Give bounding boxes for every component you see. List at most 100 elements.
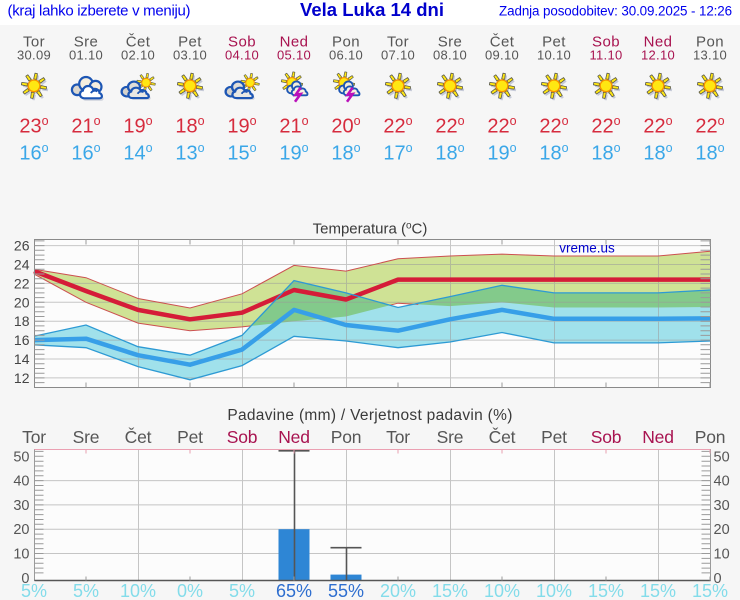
svg-text:23o: 23o: [19, 114, 48, 138]
svg-text:01.10: 01.10: [69, 48, 103, 63]
svg-text:Tor: Tor: [386, 427, 410, 447]
svg-text:30: 30: [714, 498, 730, 514]
svg-text:22o: 22o: [539, 114, 568, 138]
svg-text:11.10: 11.10: [589, 48, 622, 63]
svg-text:30: 30: [13, 498, 29, 514]
svg-text:22o: 22o: [383, 114, 412, 138]
svg-text:Čet: Čet: [489, 426, 516, 447]
svg-text:10%: 10%: [120, 581, 156, 600]
svg-text:19o: 19o: [279, 141, 308, 165]
svg-text:Pon: Pon: [331, 427, 362, 447]
svg-text:18o: 18o: [591, 141, 620, 165]
svg-text:Padavine (mm) / Verjetnost pad: Padavine (mm) / Verjetnost padavin (%): [227, 407, 512, 424]
svg-text:5%: 5%: [21, 581, 47, 600]
svg-text:18o: 18o: [331, 141, 360, 165]
svg-text:10%: 10%: [484, 581, 520, 600]
svg-text:0: 0: [21, 571, 29, 587]
svg-text:21o: 21o: [71, 114, 100, 138]
svg-text:10%: 10%: [536, 581, 572, 600]
svg-text:22o: 22o: [695, 114, 724, 138]
svg-text:03.10: 03.10: [173, 48, 207, 63]
svg-text:Pon: Pon: [696, 34, 724, 51]
svg-text:15%: 15%: [692, 581, 728, 600]
svg-text:40: 40: [13, 474, 29, 490]
svg-text:16o: 16o: [71, 141, 100, 165]
svg-text:Pon: Pon: [332, 34, 360, 51]
svg-text:16o: 16o: [19, 141, 48, 165]
svg-text:10.10: 10.10: [537, 48, 571, 63]
svg-text:20: 20: [14, 294, 30, 310]
svg-text:18o: 18o: [695, 141, 724, 165]
svg-text:24: 24: [14, 257, 30, 273]
svg-text:19o: 19o: [123, 114, 152, 138]
svg-text:26: 26: [14, 238, 30, 254]
svg-text:Pet: Pet: [177, 427, 203, 447]
svg-text:Sob: Sob: [592, 34, 620, 51]
svg-text:22o: 22o: [591, 114, 620, 138]
svg-text:Sre: Sre: [437, 427, 464, 447]
svg-text:Čet: Čet: [126, 34, 151, 51]
svg-text:17o: 17o: [383, 141, 412, 165]
svg-text:5%: 5%: [73, 581, 99, 600]
svg-text:02.10: 02.10: [121, 48, 155, 63]
svg-text:22o: 22o: [643, 114, 672, 138]
svg-text:09.10: 09.10: [485, 48, 519, 63]
svg-text:15o: 15o: [227, 141, 256, 165]
svg-text:Temperatura (oC): Temperatura (oC): [313, 221, 428, 238]
svg-text:Sre: Sre: [438, 34, 463, 51]
svg-text:20o: 20o: [331, 114, 360, 138]
svg-text:08.10: 08.10: [433, 48, 467, 63]
svg-text:vreme.us: vreme.us: [559, 241, 615, 256]
svg-text:Čet: Čet: [125, 426, 152, 447]
svg-text:Sob: Sob: [591, 427, 622, 447]
svg-text:13.10: 13.10: [693, 48, 727, 63]
svg-text:50: 50: [13, 449, 29, 465]
svg-text:Sre: Sre: [73, 427, 100, 447]
svg-text:20: 20: [714, 522, 730, 538]
svg-text:Pon: Pon: [695, 427, 726, 447]
svg-text:Sre: Sre: [74, 34, 99, 51]
svg-text:55%: 55%: [328, 581, 364, 600]
svg-text:Ned: Ned: [278, 427, 310, 447]
svg-text:Čet: Čet: [490, 34, 515, 51]
svg-text:13o: 13o: [175, 141, 204, 165]
svg-text:0: 0: [714, 571, 722, 587]
svg-text:05.10: 05.10: [277, 48, 311, 63]
svg-text:18o: 18o: [539, 141, 568, 165]
svg-text:06.10: 06.10: [329, 48, 363, 63]
svg-text:(kraj lahko izberete v meniju): (kraj lahko izberete v meniju): [8, 3, 191, 20]
svg-text:18: 18: [14, 313, 30, 329]
svg-text:15%: 15%: [432, 581, 468, 600]
svg-text:Pet: Pet: [541, 427, 567, 447]
svg-text:30.09: 30.09: [17, 48, 51, 63]
svg-text:22o: 22o: [487, 114, 516, 138]
svg-text:Ned: Ned: [642, 427, 674, 447]
svg-text:19o: 19o: [487, 141, 516, 165]
svg-text:07.10: 07.10: [381, 48, 415, 63]
svg-text:Pet: Pet: [178, 34, 202, 51]
svg-text:14o: 14o: [123, 141, 152, 165]
svg-text:Ned: Ned: [644, 34, 673, 51]
svg-text:50: 50: [714, 449, 730, 465]
svg-text:22o: 22o: [435, 114, 464, 138]
svg-text:22: 22: [14, 275, 30, 291]
svg-text:20: 20: [13, 522, 29, 538]
svg-text:12: 12: [14, 370, 30, 386]
svg-text:Ned: Ned: [280, 34, 309, 51]
svg-text:18o: 18o: [643, 141, 672, 165]
svg-text:04.10: 04.10: [225, 48, 259, 63]
svg-text:15%: 15%: [588, 581, 624, 600]
svg-text:18o: 18o: [435, 141, 464, 165]
svg-text:21o: 21o: [279, 114, 308, 138]
svg-text:40: 40: [714, 474, 730, 490]
svg-text:10: 10: [714, 547, 730, 563]
svg-text:Tor: Tor: [387, 34, 409, 51]
svg-text:Sob: Sob: [228, 34, 256, 51]
svg-text:65%: 65%: [276, 581, 312, 600]
svg-text:18o: 18o: [175, 114, 204, 138]
svg-text:14: 14: [14, 351, 30, 367]
svg-text:20%: 20%: [380, 581, 416, 600]
svg-text:Zadnja posodobitev: 30.09.2025: Zadnja posodobitev: 30.09.2025 - 12:26: [499, 3, 732, 18]
svg-text:16: 16: [14, 332, 30, 348]
svg-text:5%: 5%: [229, 581, 255, 600]
